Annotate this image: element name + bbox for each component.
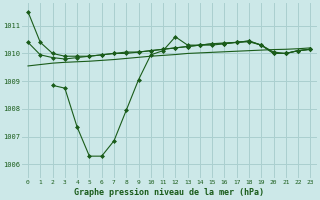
X-axis label: Graphe pression niveau de la mer (hPa): Graphe pression niveau de la mer (hPa): [74, 188, 264, 197]
